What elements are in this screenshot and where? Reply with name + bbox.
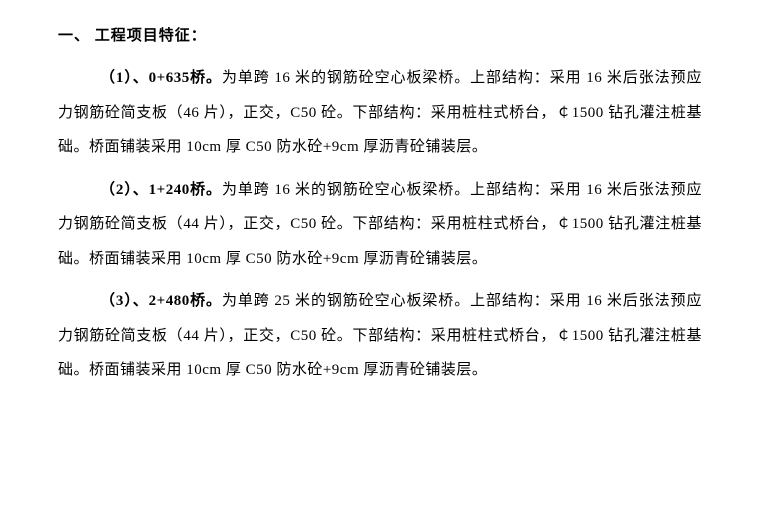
paragraph-item: （1）、0+635桥。为单跨 16 米的钢筋砼空心板梁桥。上部结构：采用 16 … [58,61,702,165]
item-label: （3）、2+480桥。 [100,293,222,309]
item-label: （2）、1+240桥。 [100,182,222,198]
paragraph-item: （3）、2+480桥。为单跨 25 米的钢筋砼空心板梁桥。上部结构：采用 16 … [58,284,702,388]
item-label: （1）、0+635桥。 [100,70,222,86]
section-heading: 一、 工程项目特征： [58,24,702,45]
paragraph-item: （2）、1+240桥。为单跨 16 米的钢筋砼空心板梁桥。上部结构：采用 16 … [58,173,702,277]
